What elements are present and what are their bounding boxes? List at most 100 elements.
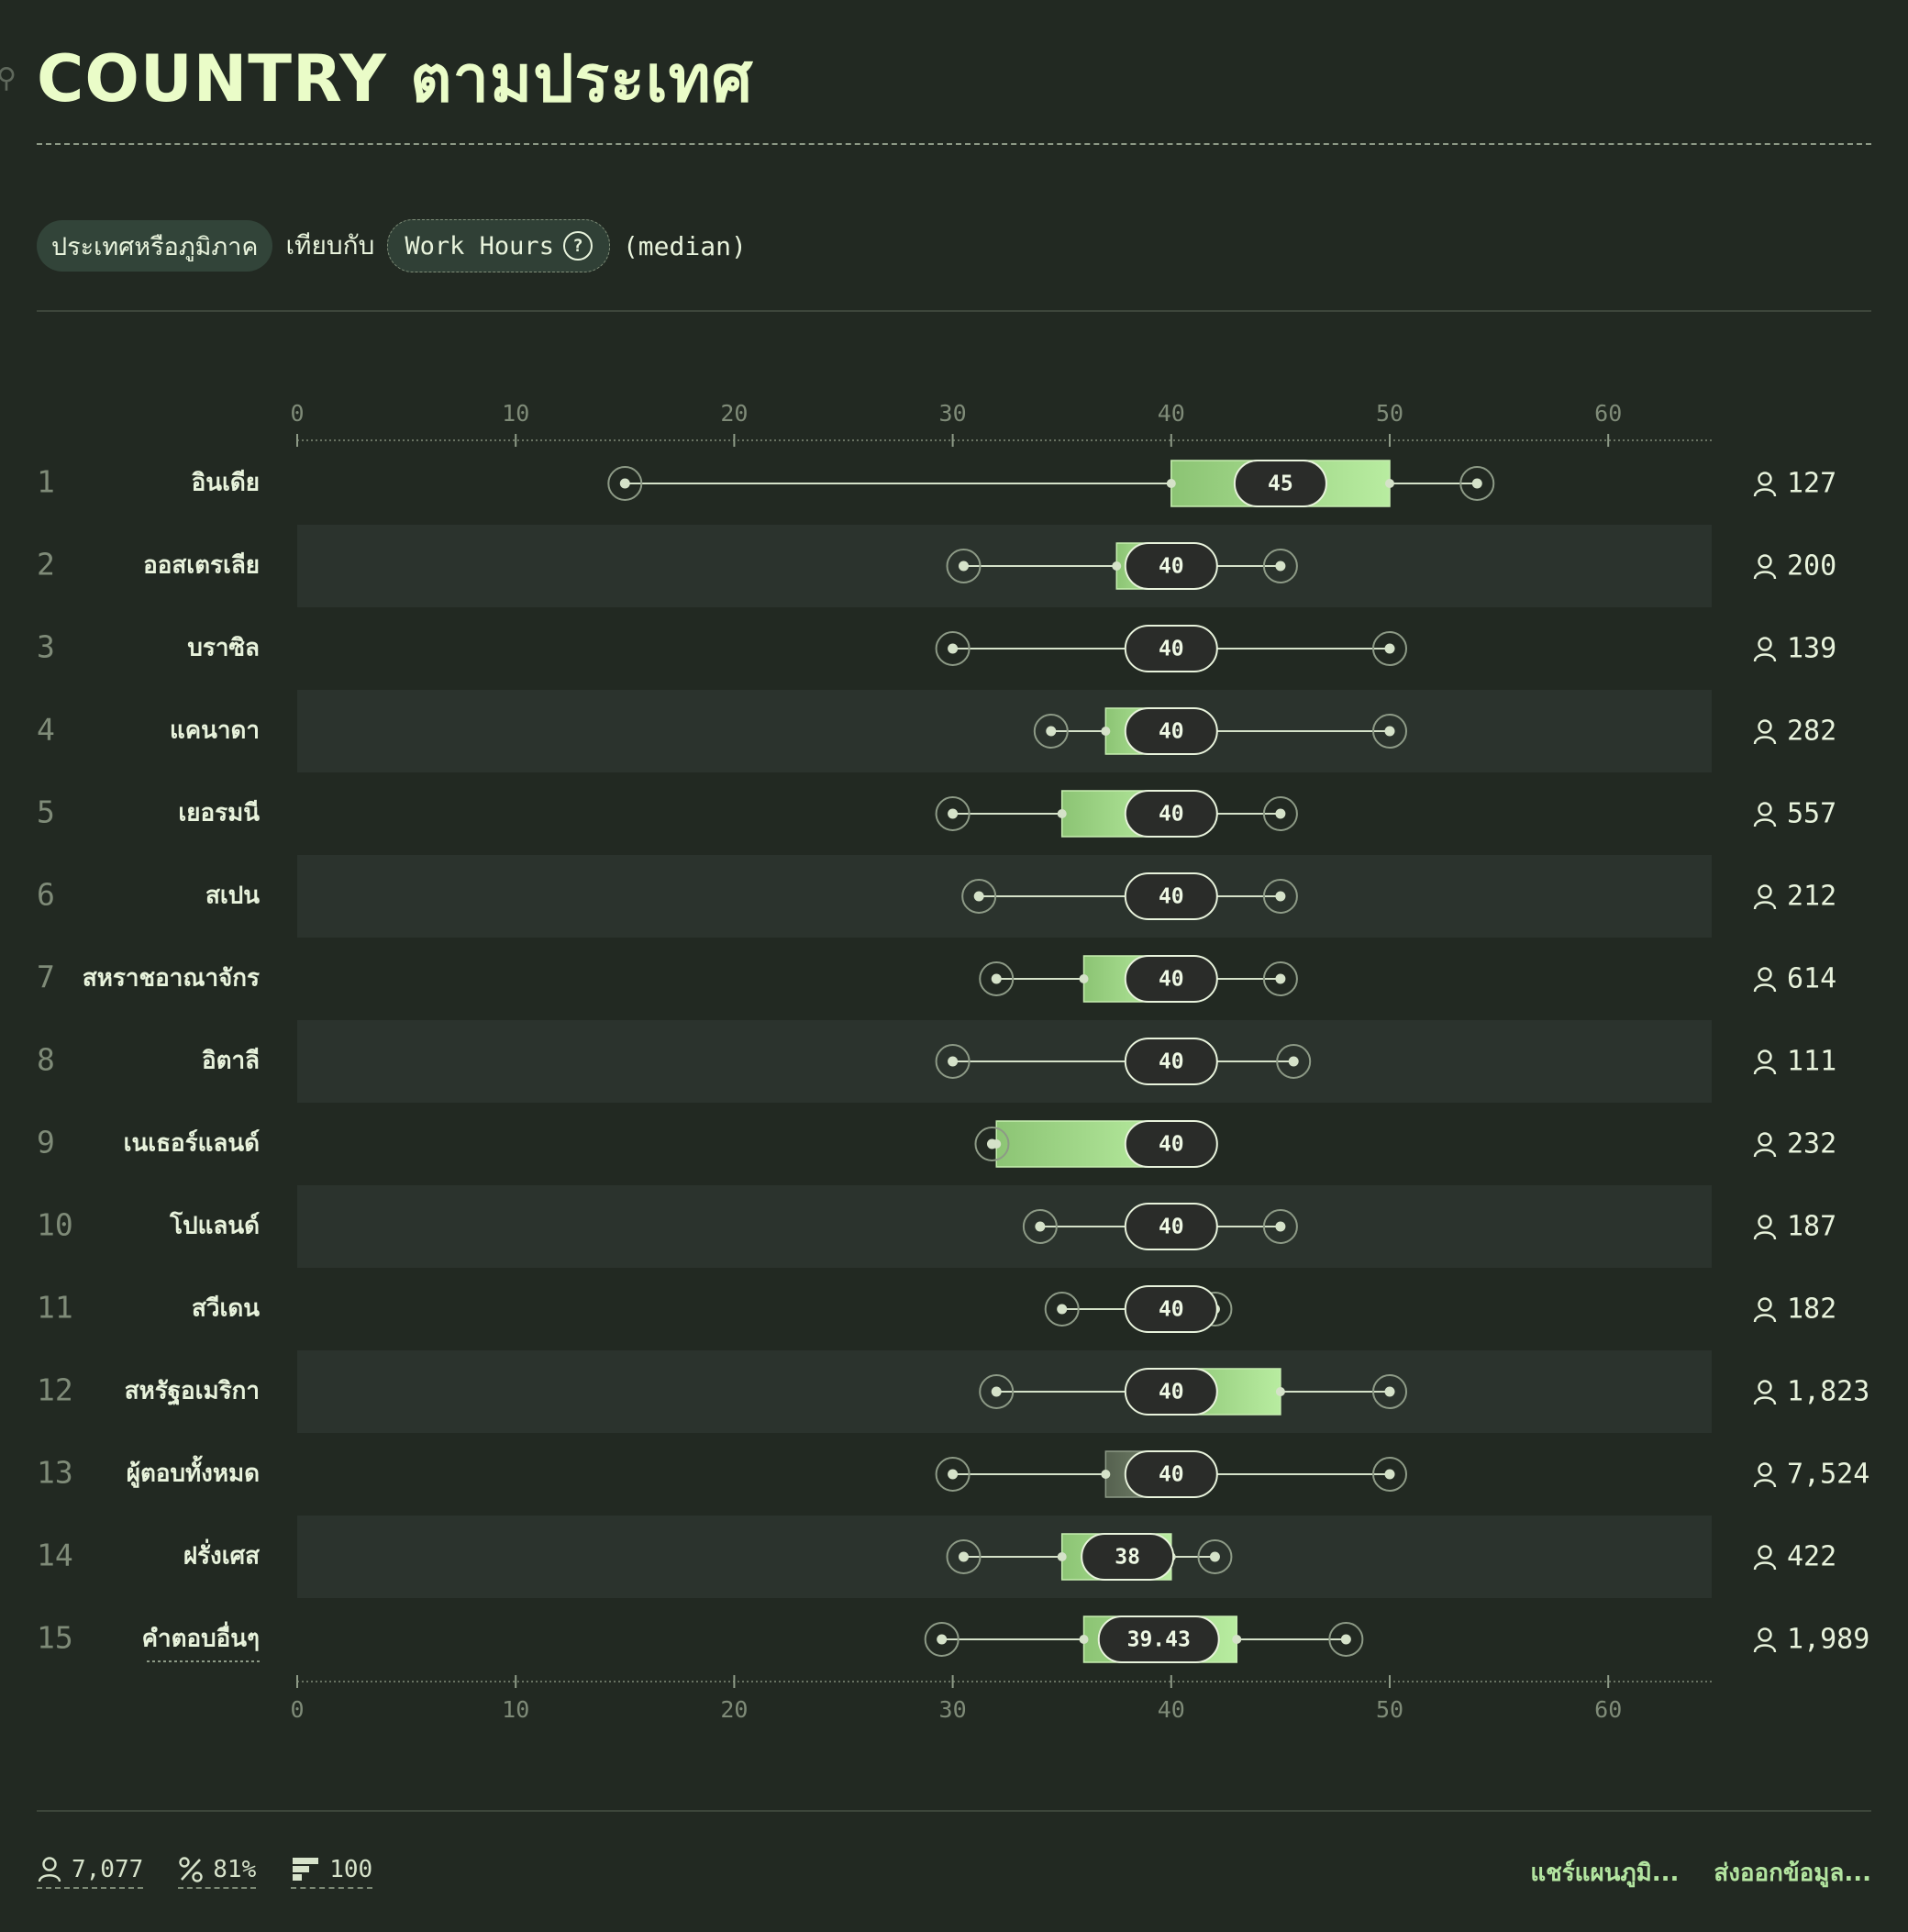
whisker-high-ring — [1197, 1539, 1233, 1574]
whisker-low-dot — [1046, 726, 1057, 737]
row-label[interactable]: คำตอบอื่นๆ — [142, 1621, 260, 1653]
chart-row: 11 สวีเดน 40 182 — [37, 1285, 1836, 1333]
person-icon — [1753, 472, 1777, 497]
person-icon-head — [1758, 884, 1772, 899]
person-icon — [1753, 719, 1777, 745]
export-data-button[interactable]: ส่งออกข้อมูล... — [1714, 1859, 1871, 1887]
person-icon-head — [1758, 1132, 1772, 1147]
row-bands — [297, 525, 1712, 1598]
person-icon-head — [1758, 1627, 1772, 1642]
whisker-low-ring — [607, 466, 643, 501]
group-by-pill[interactable]: ประเทศหรือภูมิภาค — [37, 220, 273, 272]
person-icon-head — [1758, 719, 1772, 734]
person-icon — [1753, 802, 1777, 827]
percent-stat[interactable]: 81% — [178, 1856, 257, 1889]
whisker-low-ring — [1022, 1209, 1058, 1244]
row-count: 614 — [1787, 963, 1836, 995]
q3-dot — [1232, 1635, 1242, 1644]
q3-dot — [1275, 1387, 1285, 1396]
whisker-low-dot — [937, 1634, 948, 1645]
row-label: เยอรมนี — [178, 800, 260, 827]
person-icon — [1753, 1462, 1777, 1488]
row-rank: 2 — [37, 547, 55, 583]
row-count: 557 — [1787, 798, 1836, 830]
title-divider — [37, 143, 1871, 145]
whisker-high-dot — [1275, 891, 1286, 902]
row-count: 422 — [1787, 1541, 1836, 1573]
person-icon-body — [1753, 571, 1777, 580]
respondents-count: 7,077 — [72, 1856, 144, 1883]
person-icon-body — [1753, 1149, 1777, 1158]
metric-pill[interactable]: Work Hours ? — [387, 219, 610, 272]
person-icon-body — [1753, 736, 1777, 745]
whisker-high-dot — [1275, 561, 1286, 572]
link-icon[interactable]: ⚲ — [0, 62, 17, 94]
person-icon-body — [1753, 1066, 1777, 1075]
respondents-stat[interactable]: 7,077 — [37, 1856, 144, 1889]
boxplot-chart: 0 10 20 30 40 50 600 10 20 30 40 50 60 1 อินเดีย 45 127… — [37, 400, 1869, 1723]
chart-row: 5 เยอรมนี 40 557 — [37, 790, 1836, 838]
whisker-high-ring — [1372, 631, 1407, 666]
person-icon-head — [1758, 802, 1772, 816]
person-icon-body — [1753, 1644, 1777, 1653]
person-icon — [1753, 1049, 1777, 1075]
whisker-high-dot — [1275, 973, 1286, 984]
share-chart-button[interactable]: แชร์แผนภูมิ... — [1530, 1859, 1680, 1887]
row-count: 111 — [1787, 1046, 1836, 1078]
whisker-low-ring — [979, 961, 1015, 996]
whisker-high-dot — [1288, 1056, 1299, 1067]
axes: 0 10 20 30 40 50 60 0 10 20 30 40 50 60 — [290, 400, 1712, 1723]
q1-dot — [1057, 809, 1067, 818]
chart-row: 7 สหราชอาณาจักร 40 614 — [37, 955, 1836, 1003]
person-icon-body — [1753, 901, 1777, 910]
row-count: 1,823 — [1787, 1376, 1869, 1408]
row-band — [297, 690, 1712, 772]
person-icon-body — [1753, 818, 1777, 827]
sample-icon — [293, 1858, 319, 1881]
person-icon — [1753, 1132, 1777, 1158]
person-icon — [1753, 967, 1777, 993]
person-icon-body — [1753, 983, 1777, 993]
row-label: สวีเดน — [192, 1295, 260, 1323]
whisker-high-ring — [1276, 1044, 1312, 1079]
person-icon — [1753, 1627, 1777, 1653]
row-rank: 7 — [37, 960, 55, 995]
person-icon-body — [1753, 1396, 1777, 1405]
person-icon-body — [1753, 1561, 1777, 1571]
person-icon-body — [1753, 1314, 1777, 1323]
median-pill — [1124, 1038, 1218, 1085]
row-rank: 14 — [37, 1538, 73, 1573]
chart-row: 2 ออสเตรเลีย 40 200 — [37, 542, 1836, 590]
compare-label: เทียบกับ — [285, 230, 375, 261]
q1-dot — [1101, 1470, 1111, 1479]
row-count: 1,989 — [1787, 1624, 1869, 1656]
row-count: 139 — [1787, 633, 1836, 665]
whisker-low-ring — [961, 879, 997, 914]
person-icon-head — [1758, 967, 1772, 982]
q1-dot — [1166, 479, 1176, 488]
row-label: ผู้ตอบทั้งหมด — [127, 1455, 260, 1489]
whisker-low-dot — [991, 1386, 1002, 1397]
whisker-high-dot — [1209, 1551, 1220, 1562]
person-icon — [1753, 1545, 1777, 1571]
sample-stat[interactable]: 100 — [291, 1856, 373, 1889]
top-tick-label: 50 — [1376, 400, 1403, 427]
row-count: 182 — [1787, 1294, 1836, 1326]
row-label: เนเธอร์แลนด์ — [124, 1129, 260, 1158]
person-icon — [1753, 1380, 1777, 1405]
median-pill — [1124, 625, 1218, 672]
person-icon-body — [1753, 1231, 1777, 1240]
row-rank: 8 — [37, 1042, 55, 1078]
person-icon-head — [1758, 1297, 1772, 1312]
whisker-low-dot — [948, 643, 959, 654]
row-label: ฝรั่งเศส — [183, 1538, 260, 1571]
whisker-low-dot — [959, 561, 970, 572]
median-label: 40 — [1159, 1463, 1184, 1487]
median-pill — [1081, 1533, 1175, 1581]
help-icon[interactable]: ? — [562, 231, 593, 261]
whisker-low-dot — [973, 891, 984, 902]
median-label: 40 — [1159, 803, 1184, 827]
row-rank: 3 — [37, 629, 55, 665]
whisker-low-dot — [959, 1551, 970, 1562]
whisker-high-ring — [1372, 714, 1407, 749]
